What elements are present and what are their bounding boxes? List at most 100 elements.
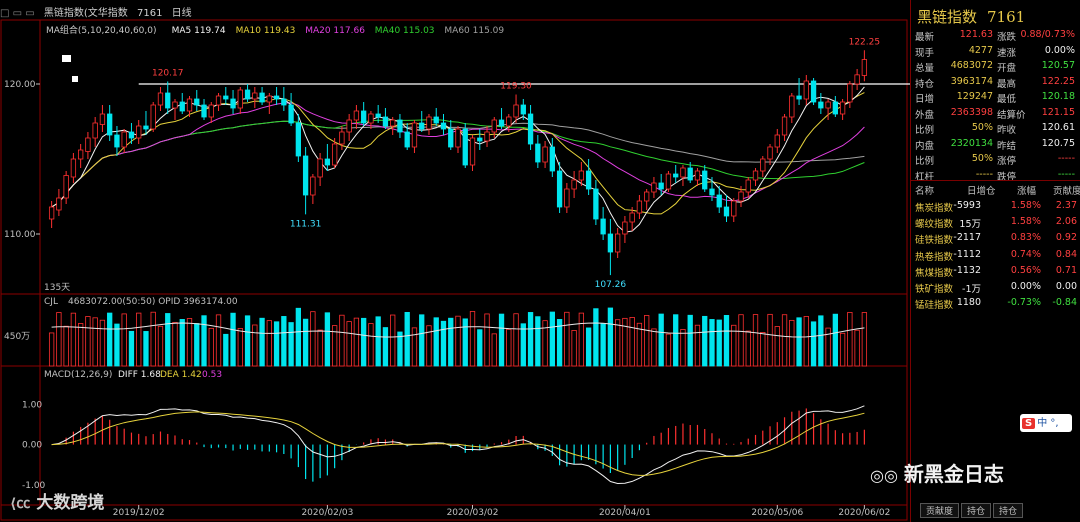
column-header[interactable]: 名称 — [915, 186, 935, 197]
candle-body — [513, 104, 519, 118]
volume-bar — [535, 316, 541, 367]
candle-body — [273, 95, 280, 100]
volume-axis-label: 450万 — [4, 332, 30, 342]
quote-value: 0.00% — [1044, 44, 1075, 56]
ma-legend-item: MA20 117.66 — [305, 26, 365, 36]
quote-panel: 黑链指数 7161 最新 121.63 涨跌 0.88/0.73% 现手 4277 速涨 0.0… — [910, 0, 1080, 522]
quote-value: ----- — [975, 168, 993, 180]
volume-bar — [593, 308, 599, 367]
watermark-left-text: 大数跨境 — [36, 493, 105, 513]
window-controls-icon[interactable]: □ ▭ ▭ — [0, 8, 35, 19]
candle-body — [571, 179, 577, 190]
volume-bar — [324, 312, 331, 367]
candle-body — [760, 158, 766, 172]
cursor-marker — [62, 55, 71, 62]
macd-dea: DEA 1.42 — [160, 370, 202, 380]
volume-bar — [281, 316, 287, 367]
volume-bar — [760, 332, 766, 367]
candle-body — [614, 233, 621, 253]
volume-bar — [397, 331, 403, 367]
volume-bar — [172, 321, 178, 367]
quote-key: 速涨 — [997, 47, 1017, 59]
candle-body — [411, 122, 418, 148]
chart-frame — [0, 19, 908, 521]
contribution-pct: 1.58% — [1010, 216, 1041, 228]
contribution-row[interactable]: 铁矿指数 -1万 0.00% 0.00 — [911, 281, 1080, 297]
candle-body — [201, 104, 207, 118]
volume-bar — [571, 330, 577, 367]
candle-body — [157, 92, 164, 106]
quote-key: 比例 — [915, 125, 935, 136]
column-header[interactable]: 涨幅 — [1017, 186, 1037, 197]
volume-bar — [781, 314, 788, 367]
candle-body — [339, 131, 345, 145]
quote-key: 最新 — [915, 32, 935, 43]
quote-value: ----- — [1057, 168, 1075, 180]
volume-bar — [244, 315, 251, 367]
volume-bar — [477, 329, 483, 367]
volume-bar — [520, 323, 526, 367]
quote-key: 结算价 — [997, 109, 1026, 121]
contribution-chg: -1万 — [962, 284, 981, 295]
candle-body — [317, 158, 323, 178]
contribution-row[interactable]: 锰硅指数 1180 -0.73% -0.84 — [911, 297, 1080, 313]
candle-body — [847, 83, 853, 103]
panel-tab[interactable]: 持仓 — [993, 503, 1024, 518]
column-header[interactable]: 贡献度 — [1053, 186, 1080, 197]
contribution-ctb: 0.00 — [1055, 281, 1077, 292]
quote-value: 120.61 — [1041, 122, 1075, 133]
volume-bar — [302, 318, 309, 367]
period-selector[interactable]: 日线 — [171, 8, 192, 19]
candle-body — [767, 146, 773, 160]
contribution-row[interactable]: 螺纹指数 15万 1.58% 2.06 — [911, 216, 1080, 232]
extreme-label: 107.26 — [595, 280, 627, 290]
quote-row: 总量 4683072 开盘 120.57 — [911, 59, 1080, 75]
contribution-row[interactable]: 焦煤指数 -1132 0.56% 0.71 — [911, 265, 1080, 281]
candle-body — [731, 200, 737, 217]
quote-value: 129247 — [956, 91, 993, 102]
watermark-left: ⟨㏄ 大数跨境 — [10, 488, 104, 513]
candle-body — [702, 170, 708, 190]
volume-bar — [237, 328, 243, 367]
volume-bar — [150, 311, 156, 367]
quote-value: 121.63 — [959, 29, 993, 40]
candle-body — [346, 119, 352, 133]
volume-bar — [716, 319, 722, 367]
contribution-name: 焦煤指数 — [915, 267, 954, 279]
candle-body — [607, 233, 614, 253]
panel-tab[interactable]: 贡献度 — [920, 503, 960, 518]
contribution-chg: -2117 — [953, 232, 981, 244]
column-header[interactable]: 日增仓 — [967, 186, 996, 197]
candle-body — [324, 158, 331, 166]
logo-icon: ⟨㏄ — [10, 496, 31, 512]
ma-legend-item: MA40 115.03 — [375, 26, 435, 36]
kline-chart[interactable]: 120.00 110.00 120.17 119.30 111.31 107.26 122.… — [0, 0, 910, 522]
candle-body — [593, 188, 599, 220]
volume-bar — [825, 327, 831, 367]
quote-key: 最高 — [997, 78, 1017, 90]
index-title: 黑链指数(文华指数 — [43, 8, 128, 19]
candle-body — [498, 119, 505, 127]
watermark-right-text: 新黑金日志 — [903, 462, 1004, 486]
contribution-row[interactable]: 焦炭指数 -5993 1.58% 2.37 — [911, 200, 1080, 216]
volume-bar — [433, 317, 439, 367]
contribution-row[interactable]: 硅铁指数 -2117 0.83% 0.92 — [911, 232, 1080, 248]
contribution-row[interactable]: 热卷指数 -1112 0.74% 0.84 — [911, 249, 1080, 265]
volume-bar — [527, 312, 534, 367]
volume-bar — [658, 313, 664, 367]
volume-bar — [803, 316, 809, 367]
candle-body — [252, 92, 258, 100]
macd-hist: 0.53 — [202, 370, 222, 380]
candle-body — [136, 125, 142, 139]
volume-bar — [317, 329, 323, 367]
volume-bar — [230, 312, 236, 367]
panel-tab[interactable]: 持仓 — [961, 503, 992, 518]
quote-key: 日增 — [915, 94, 935, 105]
quote-value: 50% — [971, 153, 993, 164]
volume-bar — [585, 327, 592, 367]
volume-bar — [426, 325, 432, 367]
volume-bar — [702, 315, 708, 367]
ma-legend-item: MA10 119.43 — [236, 26, 296, 36]
candle-body — [150, 104, 156, 130]
